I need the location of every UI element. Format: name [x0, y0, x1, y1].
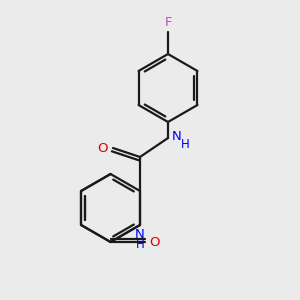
Text: O: O — [98, 142, 108, 154]
Text: H: H — [181, 137, 190, 151]
Text: N: N — [135, 228, 145, 241]
Text: N: N — [172, 130, 182, 142]
Text: H: H — [136, 238, 144, 251]
Text: F: F — [164, 16, 172, 29]
Text: O: O — [149, 236, 160, 248]
